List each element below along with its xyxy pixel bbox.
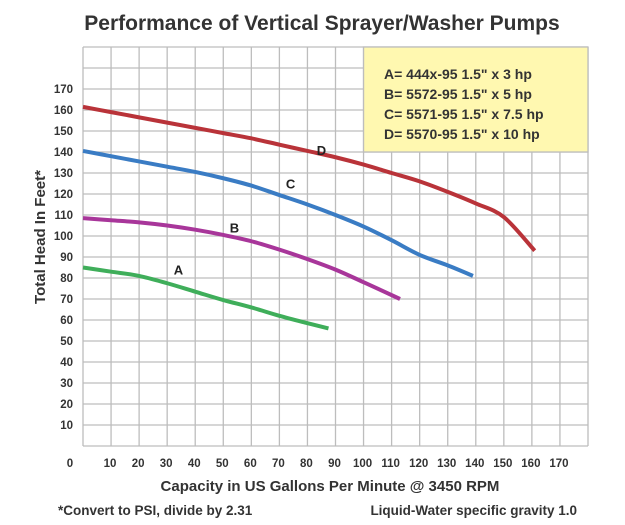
y-tick-label: 140	[54, 147, 73, 159]
x-tick-label: 170	[549, 458, 568, 470]
chart-title: Performance of Vertical Sprayer/Washer P…	[84, 12, 559, 35]
series-lines	[82, 104, 537, 331]
x-tick-label: 80	[300, 458, 313, 470]
footnote-psi: *Convert to PSI, divide by 2.31	[58, 503, 253, 518]
legend-background	[362, 46, 589, 153]
legend-entry-a: A= 444x-95 1.5" x 3 hp	[384, 66, 532, 82]
y-tick-label: 120	[54, 189, 73, 201]
x-tick-label: 0	[67, 458, 73, 470]
x-tick-label: 160	[521, 458, 540, 470]
x-tick-label: 10	[104, 458, 117, 470]
footnote-gravity: Liquid-Water specific gravity 1.0	[370, 503, 577, 518]
y-tick-label: 130	[54, 168, 73, 180]
legend-entry-d: D= 5570-95 1.5" x 10 hp	[384, 126, 540, 142]
legend-entry-c: C= 5571-95 1.5" x 7.5 hp	[384, 106, 544, 122]
y-tick-label: 80	[60, 273, 73, 285]
x-tick-label: 60	[244, 458, 257, 470]
x-tick-label: 140	[465, 458, 484, 470]
y-tick-label: 100	[54, 231, 73, 243]
series-line-b	[82, 216, 401, 301]
x-axis-label: Capacity in US Gallons Per Minute @ 3450…	[161, 478, 500, 495]
series-line-c	[82, 148, 474, 278]
y-tick-label: 70	[60, 294, 73, 306]
y-tick-label: 90	[60, 252, 73, 264]
x-tick-label: 120	[409, 458, 428, 470]
x-tick-label: 20	[132, 458, 145, 470]
y-tick-label: 170	[54, 84, 73, 96]
y-tick-label: 160	[54, 105, 73, 117]
series-line-d	[82, 104, 537, 253]
x-tick-label: 50	[216, 458, 229, 470]
y-tick-labels: 170 160 150 140 130 120 110 100 90 80 70 60 50 40 30 20…	[54, 84, 73, 432]
y-axis-label: Total Head In Feet*	[32, 170, 49, 304]
legend-entry-b: B= 5572-95 1.5" x 5 hp	[384, 86, 532, 102]
series-line-a	[82, 265, 329, 331]
y-tick-label: 20	[60, 399, 73, 411]
x-tick-label: 150	[493, 458, 512, 470]
curve-label-d: D	[317, 143, 326, 158]
x-tick-label: 110	[381, 458, 400, 470]
legend: A= 444x-95 1.5" x 3 hp B= 5572-95 1.5" x…	[362, 46, 589, 153]
y-tick-label: 10	[60, 420, 73, 432]
y-tick-label: 30	[60, 378, 73, 390]
curve-label-b: B	[230, 221, 239, 236]
x-tick-label: 30	[160, 458, 173, 470]
x-tick-labels: 0 10 20 30 40 50 60 70 80 90 100 110 120 130 140 150 160…	[67, 458, 569, 470]
y-tick-label: 150	[54, 126, 73, 138]
x-tick-label: 130	[437, 458, 456, 470]
y-tick-label: 60	[60, 315, 73, 327]
curve-labels: A B C D	[174, 143, 326, 278]
x-tick-label: 40	[188, 458, 201, 470]
y-tick-label: 50	[60, 336, 73, 348]
x-tick-label: 70	[272, 458, 285, 470]
curve-label-a: A	[174, 263, 184, 278]
x-tick-label: 90	[328, 458, 341, 470]
curve-label-c: C	[286, 177, 296, 192]
x-tick-label: 100	[353, 458, 372, 470]
y-tick-label: 110	[54, 210, 73, 222]
y-tick-label: 40	[60, 357, 73, 369]
